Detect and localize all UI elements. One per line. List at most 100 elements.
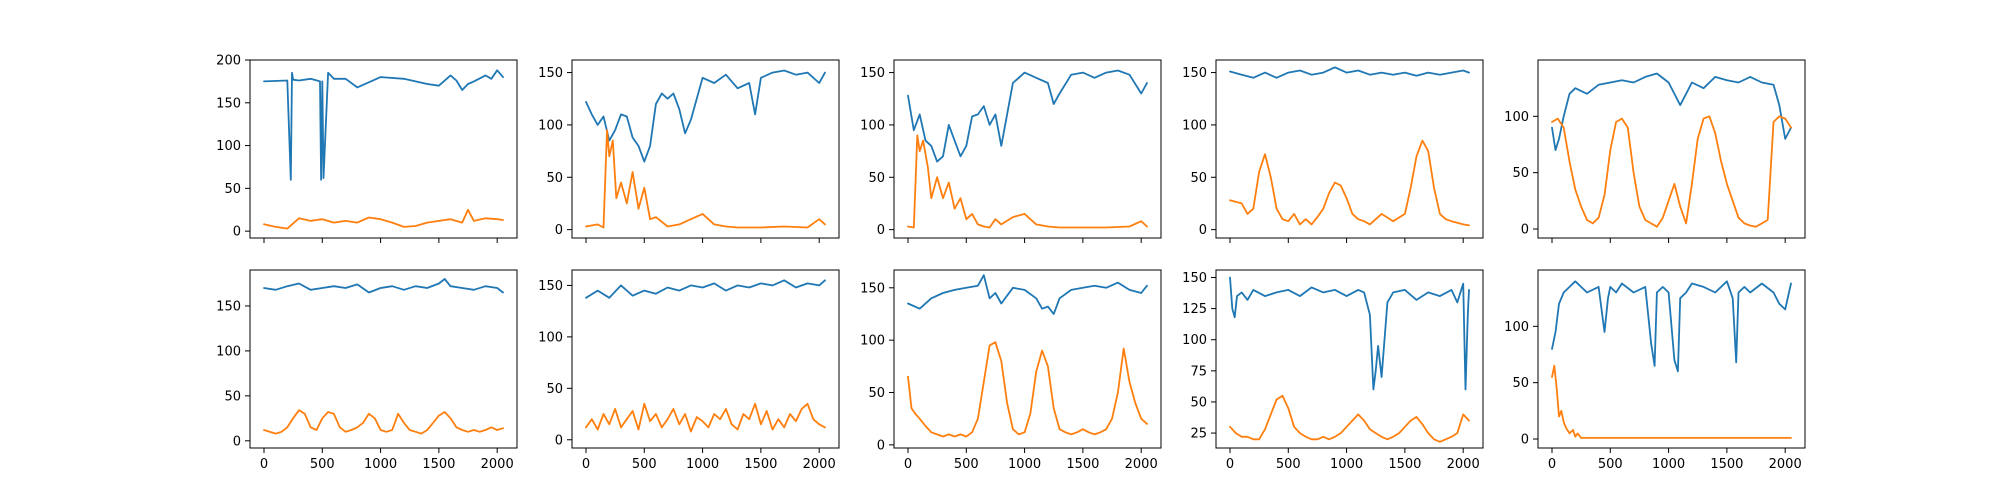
series-line-orange [585, 402, 826, 433]
series-line-blue [907, 274, 1148, 315]
x-tick-label: 500 [310, 457, 335, 472]
x-tick-label: 0 [904, 457, 912, 472]
y-tick-label: 0 [233, 225, 241, 240]
axes-frame [893, 269, 1162, 449]
y-tick-label: 50 [224, 389, 241, 404]
x-tick-label: 1500 [422, 457, 455, 472]
y-tick-label: 100 [1182, 333, 1207, 348]
series-line-orange [907, 134, 1148, 229]
y-tick-label: 125 [1182, 302, 1207, 317]
series-line-orange [263, 409, 504, 435]
y-tick-label: 0 [877, 438, 885, 453]
y-tick-label: 25 [1190, 427, 1207, 442]
y-tick-label: 50 [868, 171, 885, 186]
axes-frame [249, 59, 518, 239]
y-tick-label: 100 [1182, 118, 1207, 133]
series-line-blue [1229, 66, 1470, 79]
x-tick-label: 500 [632, 457, 657, 472]
x-tick-label: 0 [1226, 457, 1234, 472]
y-tick-label: 50 [1512, 166, 1529, 181]
axes-frame [1537, 59, 1806, 239]
axes-frame [249, 269, 518, 449]
series-line-blue [585, 69, 826, 163]
x-tick-label: 1500 [1388, 457, 1421, 472]
y-tick-label: 150 [860, 281, 885, 296]
x-tick-label: 0 [260, 457, 268, 472]
y-tick-label: 75 [1190, 364, 1207, 379]
y-tick-label: 100 [860, 334, 885, 349]
y-tick-label: 150 [216, 96, 241, 111]
x-tick-label: 1000 [686, 457, 719, 472]
axes-frame [571, 269, 840, 449]
y-tick-label: 150 [860, 66, 885, 81]
y-tick-label: 0 [555, 433, 563, 448]
y-tick-label: 0 [877, 223, 885, 238]
y-tick-label: 150 [216, 299, 241, 314]
subplot-2: 0 50 100 150 [538, 59, 840, 243]
y-tick-label: 0 [1521, 222, 1529, 237]
series-line-orange [907, 341, 1148, 438]
x-tick-label: 500 [954, 457, 979, 472]
series-line-blue [907, 69, 1148, 163]
x-tick-label: 1000 [1330, 457, 1363, 472]
x-tick-label: 2000 [1447, 457, 1480, 472]
x-tick-label: 2000 [481, 457, 514, 472]
x-tick-label: 2000 [1125, 457, 1158, 472]
x-tick-label: 2000 [1769, 457, 1802, 472]
axes-frame [1537, 269, 1806, 449]
series-line-blue [585, 279, 826, 299]
y-tick-label: 0 [1521, 432, 1529, 447]
series-line-orange [585, 129, 826, 229]
subplot-4: 0 50 100 150 [1182, 59, 1484, 243]
subplot-5: 0 50 100 [1504, 59, 1806, 243]
x-tick-label: 1000 [364, 457, 397, 472]
y-tick-label: 0 [233, 434, 241, 449]
y-tick-label: 0 [1199, 223, 1207, 238]
y-tick-label: 100 [1504, 110, 1529, 125]
series-line-orange [1551, 115, 1792, 228]
y-tick-label: 0 [555, 223, 563, 238]
x-tick-label: 500 [1598, 457, 1623, 472]
x-tick-label: 1500 [1066, 457, 1099, 472]
x-tick-label: 0 [1548, 457, 1556, 472]
y-tick-label: 50 [546, 382, 563, 397]
series-line-orange [1229, 394, 1470, 443]
subplot-3: 0 50 100 150 [860, 59, 1162, 243]
y-tick-label: 100 [216, 139, 241, 154]
series-line-blue [1551, 280, 1792, 373]
x-tick-label: 1500 [1710, 457, 1743, 472]
x-tick-label: 2000 [803, 457, 836, 472]
axes-frame [1215, 59, 1484, 239]
series-line-blue [263, 278, 504, 294]
series-line-orange [263, 208, 504, 230]
y-tick-label: 200 [216, 54, 241, 69]
y-tick-label: 100 [538, 118, 563, 133]
axes-frame [893, 59, 1162, 239]
x-tick-label: 1500 [744, 457, 777, 472]
y-tick-label: 50 [1512, 376, 1529, 391]
y-tick-label: 100 [538, 330, 563, 345]
y-tick-label: 50 [546, 171, 563, 186]
series-line-orange [1551, 364, 1792, 439]
y-tick-label: 100 [860, 118, 885, 133]
series-line-orange [1229, 139, 1470, 227]
y-tick-label: 50 [1190, 171, 1207, 186]
y-tick-label: 150 [1182, 271, 1207, 286]
axes-frame [1215, 269, 1484, 449]
y-tick-label: 100 [216, 344, 241, 359]
x-tick-label: 1000 [1008, 457, 1041, 472]
subplot-1: 0 50 100 150 200 [216, 54, 518, 243]
y-tick-label: 100 [1504, 320, 1529, 335]
series-line-blue [1551, 72, 1792, 152]
y-tick-label: 150 [1182, 66, 1207, 81]
x-tick-label: 1000 [1652, 457, 1685, 472]
series-line-blue [1229, 276, 1470, 391]
y-tick-label: 50 [868, 386, 885, 401]
y-tick-label: 150 [538, 279, 563, 294]
